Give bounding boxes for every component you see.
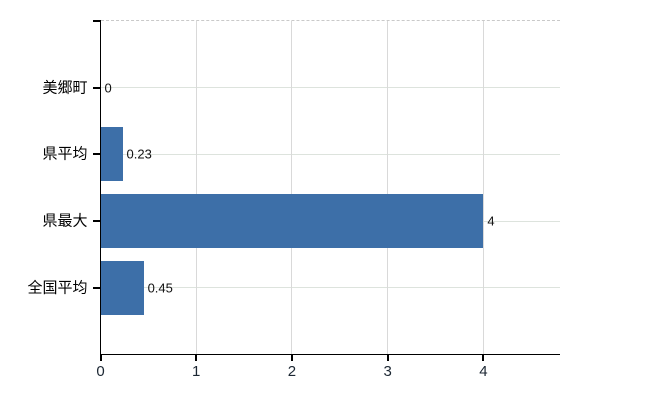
horizontal-gridline (100, 153, 560, 155)
bar (100, 127, 123, 182)
bar-value-label: 0.23 (126, 146, 152, 162)
y-axis-tick (92, 220, 100, 223)
y-axis-tick (92, 286, 100, 289)
vertical-gridline (482, 21, 484, 355)
x-tick-label: 0 (96, 362, 105, 380)
category-label: 県最大 (42, 212, 88, 230)
x-tick-label: 1 (192, 362, 201, 380)
bar-value-label: 4 (487, 213, 495, 229)
vertical-gridline (291, 21, 293, 355)
x-tick-label: 4 (479, 362, 488, 380)
bar-value-label: 0.45 (147, 280, 173, 296)
x-axis-tick (386, 354, 389, 361)
horizontal-gridline (100, 287, 560, 289)
x-axis-tick (290, 354, 293, 361)
vertical-gridline (387, 21, 389, 355)
x-tick-label: 2 (287, 362, 297, 380)
horizontal-gridline (100, 87, 560, 89)
bar (100, 260, 144, 315)
x-axis-tick (99, 354, 102, 361)
category-label: 県平均 (42, 145, 88, 163)
category-label: 美郷町 (42, 79, 88, 97)
x-axis-line (99, 353, 560, 355)
bar (100, 194, 484, 249)
category-label: 全国平均 (27, 279, 88, 297)
y-axis-tick (92, 86, 100, 89)
x-axis-tick (195, 354, 198, 361)
x-tick-label: 3 (383, 362, 392, 380)
plot-top-border (100, 20, 560, 21)
x-axis-tick (482, 354, 485, 361)
y-axis-tick (92, 153, 100, 156)
vertical-gridline (195, 21, 197, 355)
bar-value-label: 0 (104, 80, 112, 96)
y-axis-line (99, 21, 101, 356)
y-axis-top-tick (92, 20, 101, 22)
